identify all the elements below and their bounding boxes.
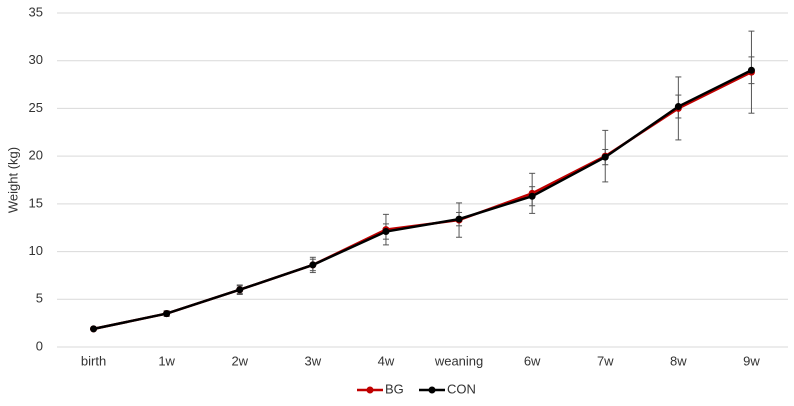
data-point <box>674 103 682 111</box>
data-point <box>382 228 390 236</box>
y-tick-label: 20 <box>29 148 43 163</box>
data-point <box>163 310 171 318</box>
x-tick-label: 9w <box>743 353 760 368</box>
y-axis-label: Weight (kg) <box>5 147 20 213</box>
legend-label: BG <box>385 381 404 396</box>
x-tick-label: 7w <box>597 353 614 368</box>
data-point <box>236 286 244 294</box>
y-tick-label: 0 <box>36 338 43 353</box>
legend-label: CON <box>447 381 476 396</box>
data-point <box>528 192 536 200</box>
x-tick-label: 2w <box>231 353 248 368</box>
series-line <box>93 71 753 331</box>
y-tick-label: 35 <box>29 4 43 19</box>
series-line <box>93 69 753 331</box>
x-tick-label: 8w <box>670 353 687 368</box>
data-point <box>455 215 463 223</box>
y-tick-label: 10 <box>29 243 43 258</box>
x-tick-label: weaning <box>434 353 483 368</box>
legend-marker <box>428 386 436 394</box>
y-tick-label: 30 <box>29 52 43 67</box>
y-tick-label: 25 <box>29 100 43 115</box>
x-tick-label: 1w <box>158 353 175 368</box>
data-point <box>90 325 98 333</box>
x-tick-label: 4w <box>378 353 395 368</box>
legend-marker <box>366 386 374 394</box>
data-point <box>309 261 317 269</box>
x-tick-label: 6w <box>524 353 541 368</box>
y-tick-label: 5 <box>36 291 43 306</box>
data-point <box>601 153 609 161</box>
x-tick-label: birth <box>81 353 106 368</box>
data-point <box>747 66 755 74</box>
x-tick-label: 3w <box>305 353 322 368</box>
y-tick-label: 15 <box>29 195 43 210</box>
